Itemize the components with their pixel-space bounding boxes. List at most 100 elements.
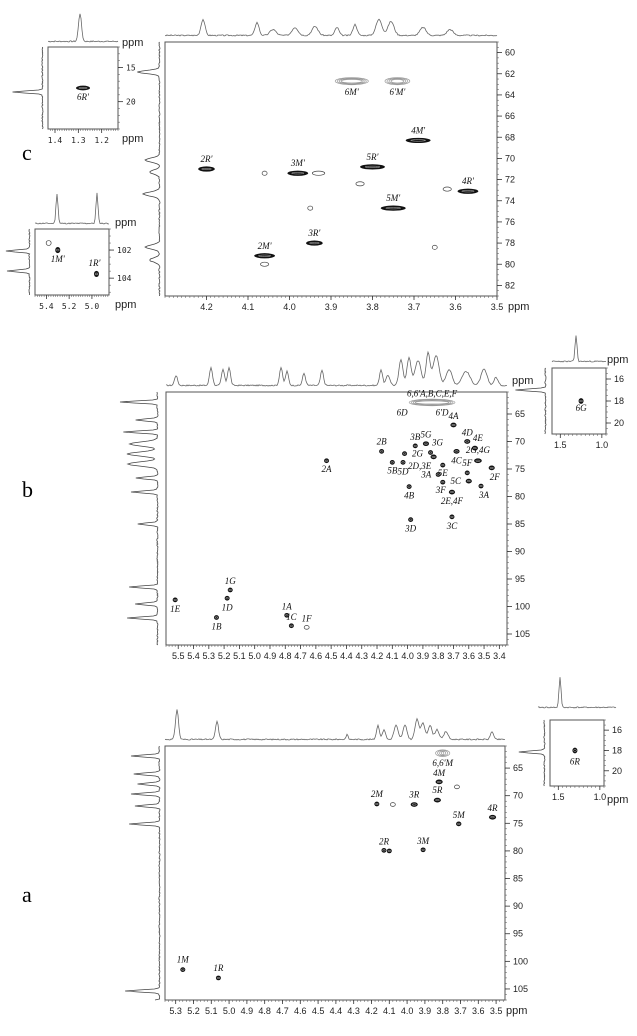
cross-peak-2M [254,253,275,259]
cross-peak-2A [324,458,330,464]
y-tick-label: 80 [515,492,525,502]
cross-peak-5M [456,821,462,827]
cross-peak-3C [449,514,455,520]
f2-projection [164,18,498,37]
peak-label: 5M' [386,193,401,203]
peak-label: 2M' [258,241,273,251]
cross-peak-1R [215,975,221,981]
y-tick-label: 20 [612,766,622,776]
cross-peak [431,244,438,250]
peak-label: 3A [420,470,432,480]
peak-label: 3C [446,521,459,531]
cross-peak-1A [284,612,290,618]
cross-peak-3G [428,450,434,455]
x-tick-label: 4.6 [310,651,323,661]
cross-peak-1D [224,595,230,601]
x-tick-label: 3.5 [478,651,491,661]
cross-peak [454,784,460,790]
cross-peak-1G [227,587,233,593]
peak-label: 4D [462,428,474,438]
x-tick-label: 3.5 [491,302,504,312]
cross-peak-2M [374,801,380,807]
cross-peak-3M [420,847,426,853]
y-tick-label: 70 [505,153,515,163]
y-tick-label: 90 [515,547,525,557]
y-tick-label: 16 [612,725,622,735]
cross-peak-6M [384,77,411,86]
y-tick-label: 95 [515,574,525,584]
cross-peak-1M [55,246,61,254]
cross-peak-3A [435,472,441,477]
f1-projection [12,46,44,130]
x-tick-label: 5.4 [39,302,54,311]
peak-label: 5D [398,466,410,476]
y-tick-label: 85 [513,874,523,884]
peak-label: 6,6'M [432,758,453,768]
peak-label: 2G,4G [466,445,491,455]
cross-peak [260,261,270,267]
peak-label: 1C [286,612,298,622]
y-tick-label: 102 [117,246,132,255]
peak-label: 2R [379,836,390,846]
x-tick-label: 3.8 [432,651,445,661]
x-axis-unit: ppm [607,354,628,366]
peak-label: 3R [408,790,420,800]
f2-projection [166,350,508,387]
plot-frame [34,228,110,296]
x-tick-label: 4.5 [325,651,338,661]
cross-peak [307,205,314,211]
cross-peak-4A [450,422,457,428]
x-tick-label: 3.6 [449,302,462,312]
peak-label: 2B [377,436,388,446]
x-tick-label: 3.9 [419,1006,432,1016]
cross-peak-2R [198,166,215,172]
x-tick-label: 5.1 [233,651,246,661]
y-tick-label: 100 [515,602,530,612]
y-tick-label: 105 [515,629,530,639]
x-tick-label: 4.0 [401,651,414,661]
y-tick-label: 104 [117,274,132,283]
peak-label: 5E [438,468,449,478]
cross-peak-2R [381,848,387,853]
x-tick-label: 3.7 [447,651,460,661]
peak-label: 6D [397,407,409,417]
x-tick-label: 4.4 [340,651,353,661]
y-tick-label: 80 [505,259,515,269]
y-tick-label: 62 [505,69,515,79]
cross-peak [386,848,392,854]
cross-peak-4C [453,449,460,454]
y-tick-label: 18 [614,396,624,406]
cross-peak-5F [464,470,470,476]
cross-peak [442,186,452,192]
cross-peak-5E [440,462,446,468]
cross-peak-1R [93,270,99,278]
cross-peak-66ABCEF [408,398,456,407]
x-axis-unit: ppm [506,1005,527,1017]
peak-label: 6G [576,403,588,413]
cross-peak-3B [412,443,418,449]
f2-projection [34,192,110,225]
x-tick-label: 3.4 [493,651,506,661]
cross-peak-4M [405,137,431,144]
x-tick-label: 4.1 [383,1006,396,1016]
x-tick-label: 3.6 [472,1006,485,1016]
x-tick-label: 5.5 [172,651,185,661]
y-tick-label: 18 [612,745,622,755]
peak-label: 2G [412,449,424,459]
cross-peak-1F [303,625,310,630]
x-axis-unit: ppm [508,301,529,313]
x-tick-label: 1.5 [552,792,565,802]
y-tick-label: 82 [505,280,515,290]
panel-c-methyl-inset: 1.4 1.3 1.2 15 20 ppm ppm 6R' [12,13,143,145]
cross-peak [45,240,52,246]
cross-peak-3M [287,170,309,176]
x-tick-label: 5.3 [203,651,216,661]
x-tick-label: 5.0 [223,1006,236,1016]
x-tick-label: 4.4 [330,1006,343,1016]
x-tick-label: 5.1 [205,1006,218,1016]
peak-label: 4M' [411,125,426,135]
x-tick-label: 5.0 [85,302,100,311]
x-axis-unit: ppm [115,299,136,311]
x-tick-label: 5.2 [62,302,77,311]
f1-projection [119,391,159,646]
